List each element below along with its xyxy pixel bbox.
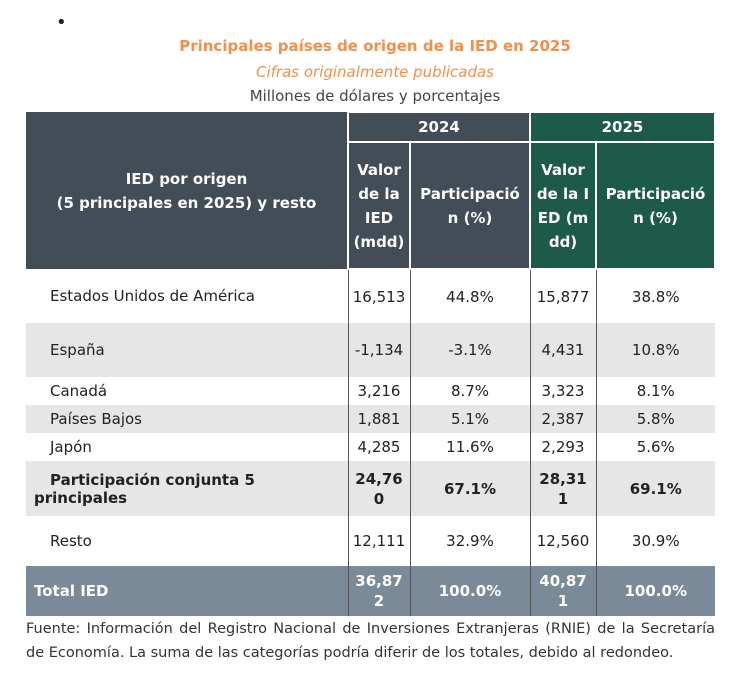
value-2025: 28,311: [529, 461, 597, 516]
share-2025: 5.6%: [636, 438, 675, 456]
value-2025: 3,323: [529, 377, 597, 405]
ied-table: IED por origen (5 principales en 2025) y…: [26, 111, 716, 616]
value-2024: 16,513: [347, 269, 411, 323]
source-note: Fuente: Información del Registro Naciona…: [26, 621, 715, 661]
table-subtitle: Cifras originalmente publicadas: [255, 63, 494, 81]
table-title: Principales países de origen de la IED e…: [179, 37, 571, 55]
row-name: Japón: [50, 438, 92, 456]
value-2024: 36,872: [347, 566, 411, 616]
share-2025: 69.1%: [596, 461, 715, 516]
share-2024: 8.7%: [450, 382, 490, 400]
bullet: •: [56, 12, 67, 33]
share-2025: 8.1%: [636, 382, 675, 400]
table-row: Países Bajos 1,881 5.1% 2,387 5.8%: [26, 405, 715, 433]
share-2024: 44.8%: [446, 287, 494, 306]
table-row: Total IED 36,872 100.0% 40,871 100.0%: [26, 566, 715, 616]
header-share-2024: Participación (%): [409, 141, 531, 270]
value-2024: 4,285: [347, 433, 411, 461]
value-2024: 12,111: [347, 516, 411, 566]
share-2025: 5.8%: [596, 405, 715, 433]
value-2024: 1,881: [347, 405, 411, 433]
table-row: España -1,134 -3.1% 4,431 10.8%: [26, 323, 715, 377]
share-2025: 100.0%: [596, 566, 715, 616]
value-2025: 40,871: [529, 566, 597, 616]
share-2025: 38.8%: [631, 287, 680, 306]
share-2025: 10.8%: [596, 323, 715, 377]
share-2024: 100.0%: [410, 566, 530, 616]
header-year-2025: 2025: [529, 111, 716, 143]
value-2024: -1,134: [347, 323, 411, 377]
value-2025: 4,431: [529, 323, 597, 377]
table-row: Participación conjunta 5 principales 24,7…: [26, 461, 715, 516]
header-row-label: IED por origen (5 principales en 2025) y…: [26, 112, 348, 269]
value-2024: 24,760: [347, 461, 411, 516]
share-2025: 30.9%: [631, 532, 680, 550]
share-2024: 11.6%: [446, 438, 494, 456]
value-2025: 2,293: [529, 433, 597, 461]
share-2024: 32.9%: [446, 532, 494, 550]
value-2025: 12,560: [529, 516, 597, 566]
row-name: Total IED: [26, 566, 348, 616]
table-row: Estados Unidos de América 16,513 44.8% 15,8…: [26, 269, 715, 323]
share-2024: 67.1%: [410, 461, 530, 516]
share-2024: 5.1%: [410, 405, 530, 433]
header-share-2025: Participación (%): [595, 141, 716, 270]
value-2025: 2,387: [529, 405, 597, 433]
row-name: Estados Unidos de América: [50, 287, 255, 305]
table-row: Resto 12,111 32.9% 12,560 30.9%: [26, 516, 715, 566]
row-name: Participación conjunta 5 principales: [26, 461, 348, 516]
units-label: Millones de dólares y porcentajes: [249, 87, 501, 105]
header-year-2024: 2024: [347, 111, 531, 143]
row-name: España: [26, 323, 348, 377]
value-2024: 3,216: [347, 377, 411, 405]
row-name: Resto: [50, 532, 92, 550]
share-2024: -3.1%: [410, 323, 530, 377]
table-row: Canadá 3,216 8.7% 3,323 8.1%: [26, 377, 715, 405]
value-2025: 15,877: [529, 269, 597, 323]
row-name: Canadá: [50, 382, 108, 400]
header-value-2024: Valor de la IED (mdd): [347, 141, 411, 270]
table-row: Japón 4,285 11.6% 2,293 5.6%: [26, 433, 715, 461]
row-name: Países Bajos: [26, 405, 348, 433]
header-value-2025: Valor de la IED (mdd): [529, 141, 597, 270]
